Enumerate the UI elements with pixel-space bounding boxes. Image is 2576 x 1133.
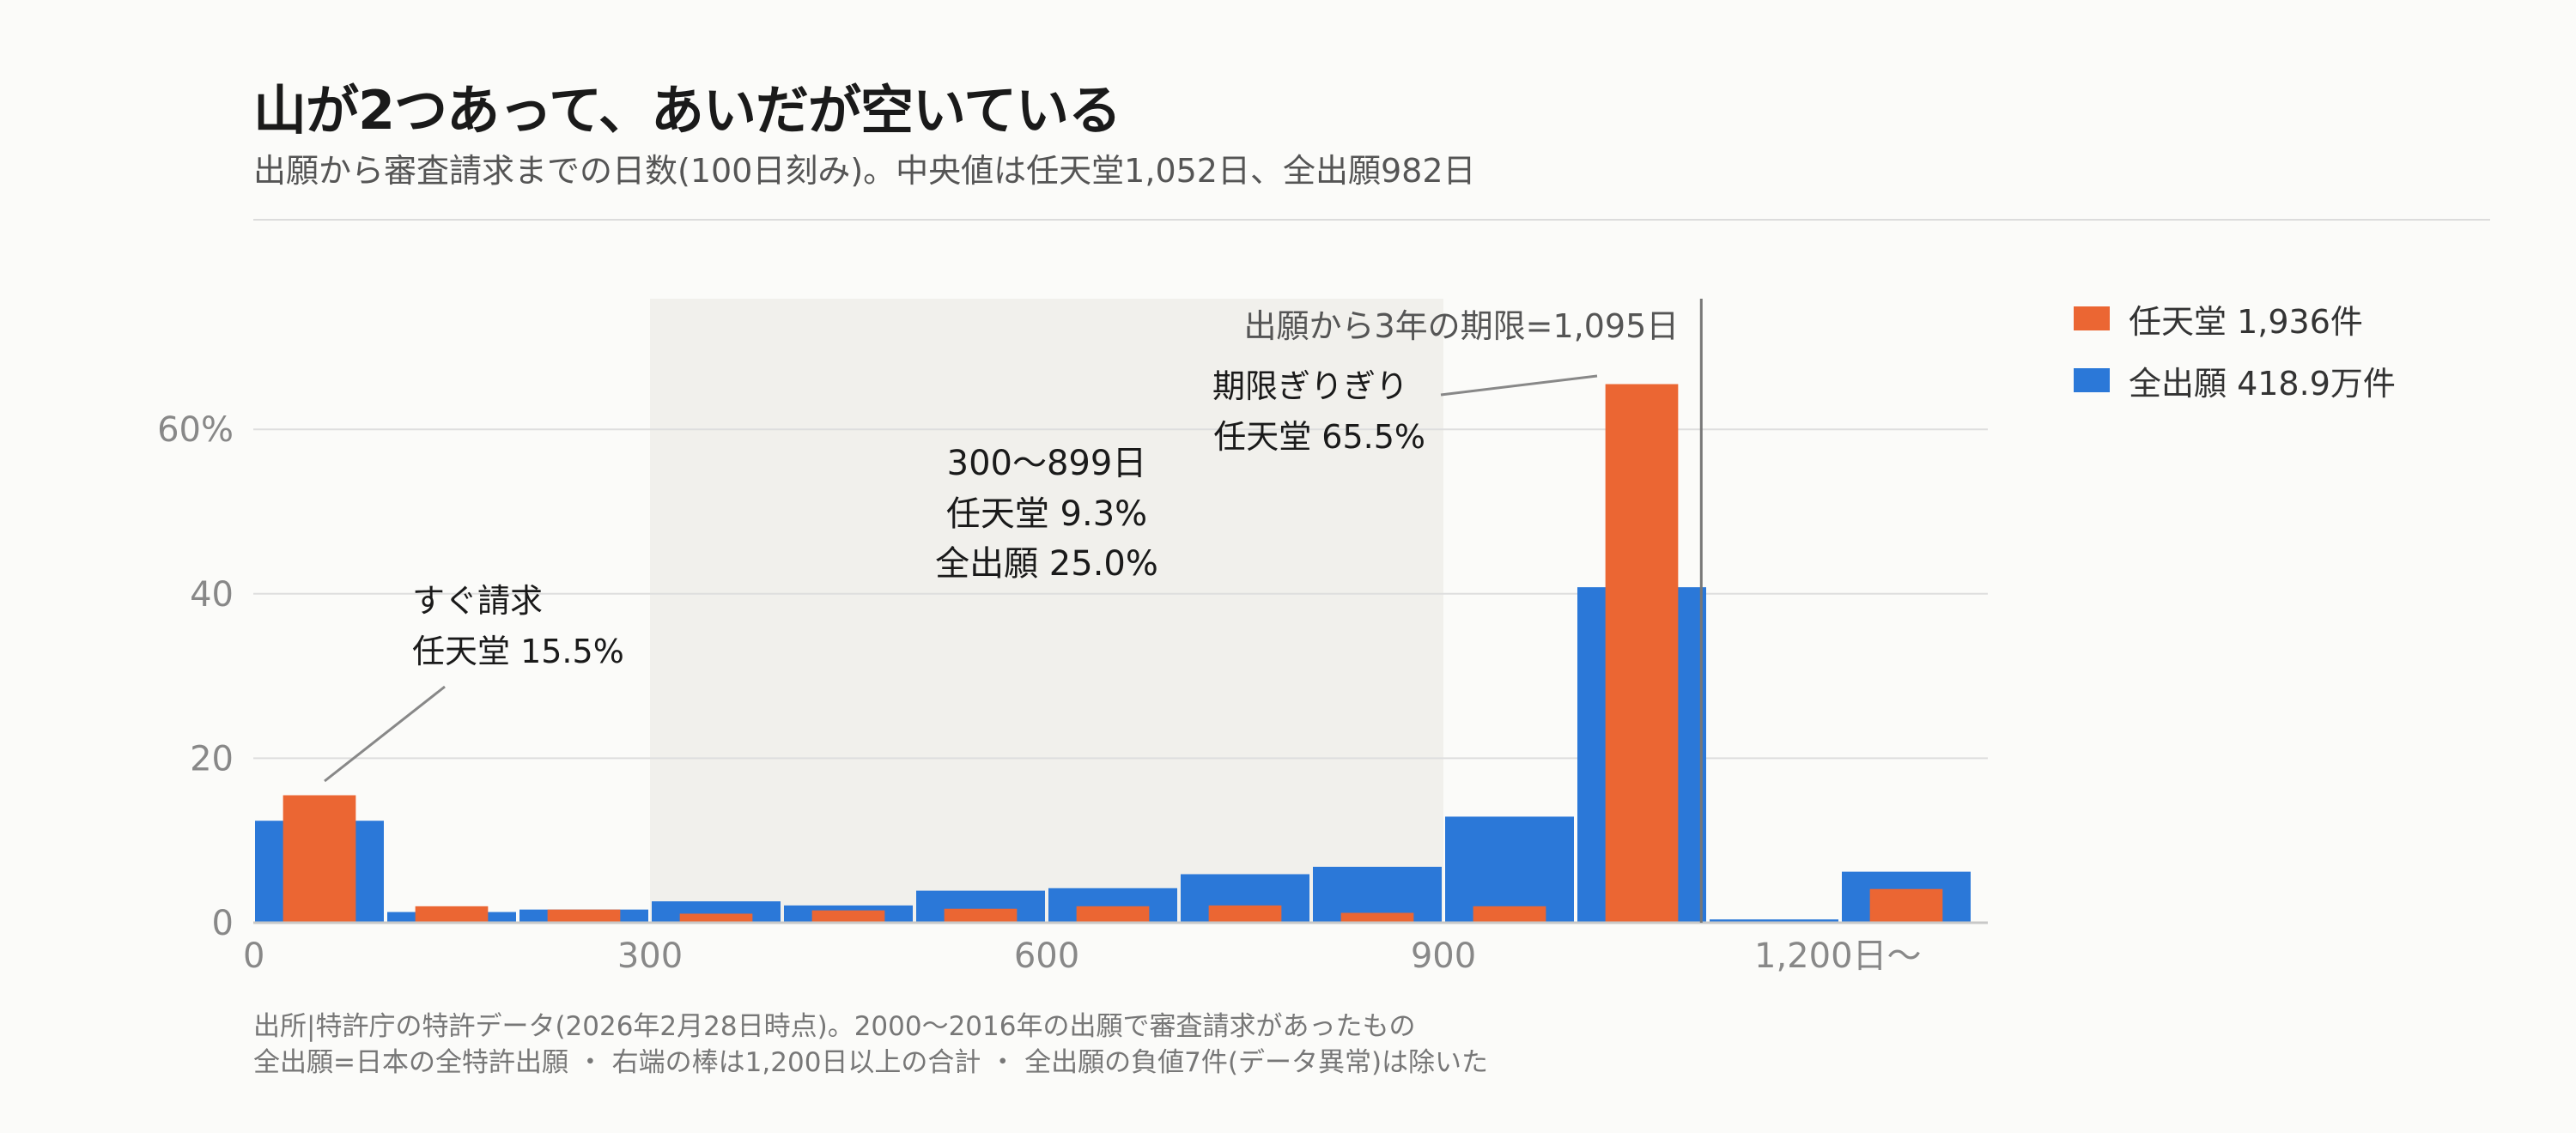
bar-nintendo-500 [944,908,1018,923]
deadline-annotation: 出願から3年の期限=1,095日 [1243,307,1679,345]
bar-nintendo-100 [415,906,489,923]
x-tick-label: 600 [1014,936,1079,976]
x-tick-label: 0 [243,936,264,976]
peak-annotation-leader [1440,374,1598,397]
bar-all-900 [1445,816,1574,923]
bar-nintendo-800 [1340,912,1414,923]
bar-nintendo-1200 [1869,888,1943,923]
source-note: 出所|特許庁の特許データ(2026年2月28日時点)。2000〜2016年の出願… [253,1009,1488,1081]
page-title: 山が2つあって、あいだが空いている [253,79,1121,142]
gap-annotation-line-2: 任天堂 9.3% [946,494,1147,534]
peak-annotation-line-1: 期限ぎりぎり [1212,367,1408,405]
bar-nintendo-400 [811,910,885,923]
bar-nintendo-900 [1473,906,1546,923]
legend-label-all: 全出願 418.9万件 [2129,364,2396,403]
x-tick-label: 300 [617,936,683,976]
legend-label-nintendo: 任天堂 1,936件 [2129,302,2363,341]
header-divider [253,219,2490,221]
y-tick-label: 40 [190,575,234,615]
gap-annotation-line-3: 全出願 25.0% [935,544,1158,584]
bar-all-1100 [1710,919,1838,923]
bar-nintendo-600 [1076,906,1150,923]
source-line-2: 全出願=日本の全特許出願 ・ 右端の棒は1,200日以上の合計 ・ 全出願の負値… [253,1047,1489,1078]
page-subtitle: 出願から審査請求までの日数(100日刻み)。中央値は任天堂1,052日、全出願9… [253,152,1476,190]
bar-nintendo-200 [547,909,621,923]
bar-nintendo-300 [679,913,753,923]
legend-swatch-all [2074,368,2110,392]
gap-annotation-line-1: 300〜899日 [947,444,1147,483]
shaded-gap-region [650,299,1443,923]
y-tick-label: 20 [190,739,234,779]
legend-item-all: 全出願 418.9万件 [2074,349,2396,411]
early-annotation-line-1: すぐ請求 [412,582,543,620]
y-tick-label: 60% [157,410,234,450]
bar-nintendo-1000 [1605,384,1679,923]
legend-swatch-nintendo [2074,306,2110,330]
y-tick-label: 0 [212,904,234,943]
peak-annotation-line-2: 任天堂 65.5% [1213,418,1425,456]
bar-nintendo-700 [1208,905,1282,923]
legend-item-nintendo: 任天堂 1,936件 [2074,288,2396,349]
x-tick-label: 1,200日〜 [1754,936,1922,976]
x-tick-label: 900 [1411,936,1476,976]
early-annotation-line-2: 任天堂 15.5% [412,633,624,670]
legend: 任天堂 1,936件 全出願 418.9万件 [2074,288,2396,411]
source-line-1: 出所|特許庁の特許データ(2026年2月28日時点)。2000〜2016年の出願… [253,1011,1416,1042]
early-annotation-leader [324,685,446,783]
bar-nintendo-0 [283,795,356,923]
